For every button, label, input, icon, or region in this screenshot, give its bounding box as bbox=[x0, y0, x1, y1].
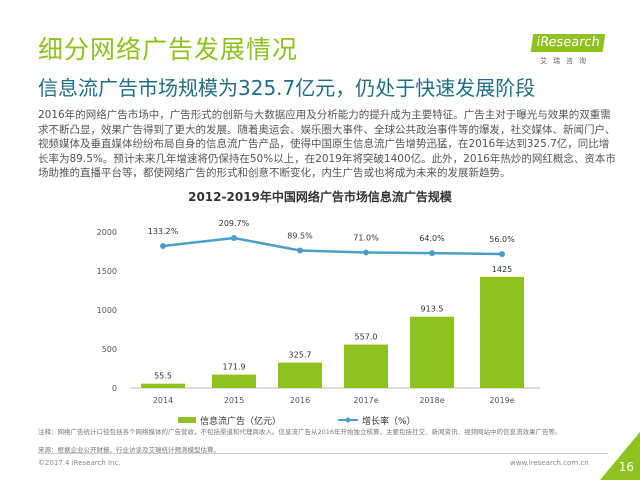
slide-title: 细分网络广告发展情况 bbox=[38, 35, 299, 64]
bar-value-label: 325.7 bbox=[289, 351, 312, 360]
page-number: 16 bbox=[618, 460, 634, 474]
chart-note: 注释：网络广告统计口径包括各个网络媒体的广告营收，不包括渠道和代理商收入。信息流… bbox=[38, 428, 562, 436]
growth-label: 209.7% bbox=[219, 219, 250, 228]
x-tick-label: 2017e bbox=[353, 396, 378, 405]
bar-value-label: 557.0 bbox=[355, 333, 378, 342]
y-tick-label: 2000 bbox=[97, 228, 117, 237]
growth-label: 56.0% bbox=[489, 235, 515, 244]
growth-point bbox=[429, 250, 435, 257]
chart-source: 来源：根据企业公开财报、行业访谈及艾瑞统计预测模型估算。 bbox=[38, 446, 220, 454]
bar bbox=[212, 374, 256, 388]
growth-point bbox=[363, 249, 369, 256]
growth-point bbox=[160, 242, 166, 249]
growth-point bbox=[499, 251, 505, 257]
growth-point bbox=[297, 247, 303, 254]
website: www.iresearch.com.cn bbox=[510, 459, 589, 467]
x-tick-label: 2014 bbox=[153, 396, 173, 405]
bar-value-label: 171.9 bbox=[223, 363, 246, 372]
bar-value-label: 1425 bbox=[492, 265, 512, 274]
growth-label: 71.0% bbox=[353, 233, 379, 242]
legend-bar-label: 信息流广告（亿元） bbox=[200, 415, 281, 425]
logo-chinese-text: 艾瑞咨询 bbox=[540, 57, 592, 65]
bar-value-label: 55.5 bbox=[154, 372, 172, 381]
legend-line-marker bbox=[345, 417, 351, 423]
growth-label: 133.2% bbox=[148, 227, 179, 236]
growth-line bbox=[162, 236, 503, 256]
chart: 0 500 1000 1500 2000 55.5 2014 171.9 2015 325.7 20… bbox=[97, 219, 540, 425]
legend-line-label: 增长率（%） bbox=[362, 415, 416, 425]
footer-divider bbox=[38, 453, 608, 454]
legend-bar-swatch bbox=[178, 417, 196, 423]
slide-subtitle: 信息流广告市场规模为325.7亿元，仍处于快速发展阶段 bbox=[38, 76, 536, 100]
corner-decoration bbox=[600, 432, 640, 480]
growth-point bbox=[231, 235, 237, 241]
x-tick-label: 2019e bbox=[489, 396, 514, 405]
x-tick-label: 2018e bbox=[419, 396, 444, 405]
y-tick-label: 1500 bbox=[97, 267, 117, 276]
y-tick-label: 500 bbox=[102, 345, 117, 354]
y-tick-label: 1000 bbox=[97, 306, 117, 315]
bar bbox=[344, 344, 388, 388]
x-tick-label: 2015 bbox=[224, 396, 244, 405]
body-paragraph: 2016年的网络广告市场中，广告形式的创新与大数据应用及分析能力的提升成为主要特… bbox=[38, 109, 616, 179]
chart-title: 2012-2019年中国网络广告市场信息流广告规模 bbox=[188, 190, 452, 204]
bar bbox=[480, 276, 524, 388]
iresearch-logo: iResearch bbox=[530, 34, 606, 52]
copyright: ©2017.4 iResearch Inc. bbox=[38, 459, 121, 467]
growth-label: 89.5% bbox=[287, 232, 313, 241]
x-tick-label: 2016 bbox=[290, 396, 310, 405]
bar bbox=[141, 383, 185, 388]
y-tick-label: 0 bbox=[112, 384, 117, 393]
bar bbox=[410, 316, 454, 388]
growth-label: 64.0% bbox=[419, 234, 445, 243]
bar bbox=[278, 362, 322, 388]
bar-value-label: 913.5 bbox=[421, 305, 444, 314]
